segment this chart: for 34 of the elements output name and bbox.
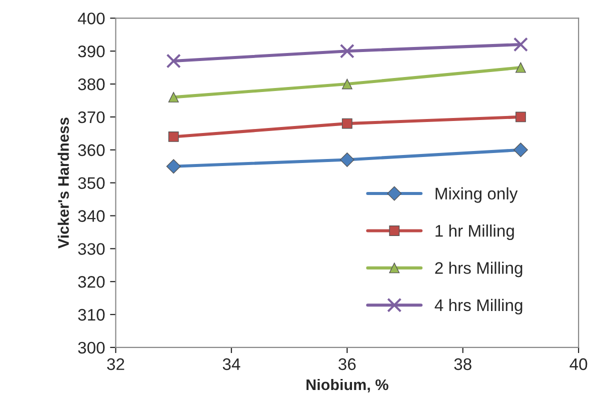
x-tick-label: 40 — [570, 358, 588, 370]
point — [168, 132, 179, 142]
y-tick-label: 330 — [78, 243, 105, 255]
x-tick-label: 36 — [338, 358, 356, 370]
y-tick-label: 380 — [78, 78, 105, 90]
y-tick-label: 340 — [78, 210, 105, 222]
y-tick-label: 300 — [78, 342, 105, 354]
y-tick-label: 400 — [78, 12, 105, 24]
point — [513, 37, 528, 52]
point — [515, 112, 526, 122]
point — [340, 152, 354, 167]
legend-label: 1 hr Milling — [436, 224, 514, 240]
x-axis-title: Niobium, % — [306, 378, 388, 392]
point — [342, 118, 352, 129]
y-tick-label: 370 — [78, 111, 105, 124]
y-tick-label: 350 — [78, 177, 105, 190]
y-axis-title: Vicker's Hardness — [58, 118, 69, 249]
point — [166, 159, 181, 174]
point — [166, 54, 181, 68]
point — [513, 142, 528, 158]
point — [168, 92, 179, 102]
y-tick-label: 310 — [78, 308, 105, 321]
point — [342, 78, 352, 90]
legend-label: Mixing only — [436, 187, 518, 203]
x-tick-label: 38 — [454, 358, 472, 370]
point — [340, 44, 354, 58]
legend-label: 2 hrs Milling — [435, 262, 522, 278]
x-tick-label: 34 — [222, 358, 240, 370]
x-tick-label: 32 — [107, 358, 124, 370]
legend-label: 4 hrs Milling — [434, 298, 522, 314]
point — [515, 62, 526, 73]
y-tick-label: 360 — [78, 144, 105, 156]
y-tick-label: 320 — [78, 276, 105, 288]
y-tick-label: 390 — [78, 46, 105, 58]
